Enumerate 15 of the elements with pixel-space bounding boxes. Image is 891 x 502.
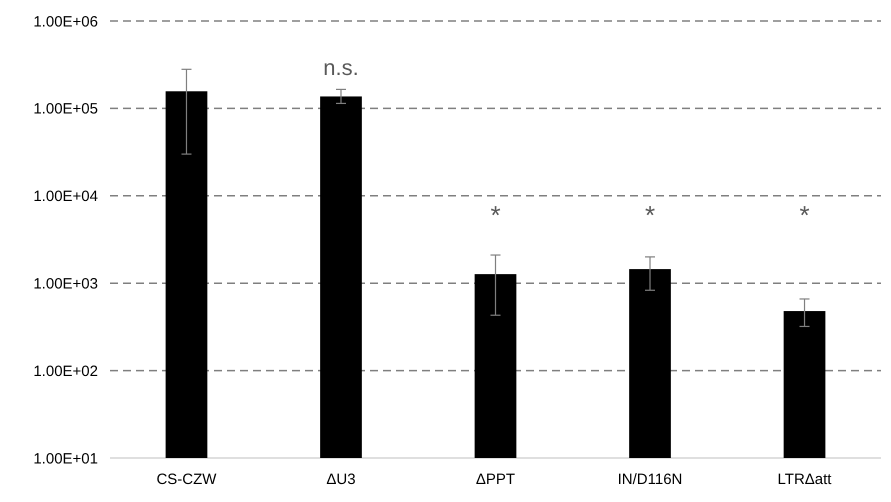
annotation: * <box>644 200 656 230</box>
annotation: n.s. <box>323 55 359 80</box>
y-tick-label: 1.00E+01 <box>33 450 98 468</box>
x-tick-label: ΔU3 <box>326 471 356 488</box>
annotation: * <box>490 200 501 230</box>
x-tick-label: CS-CZW <box>156 471 218 488</box>
y-tick-label: 1.00E+02 <box>33 362 98 380</box>
y-tick-label: 1.00E+06 <box>33 13 98 30</box>
x-tick-label: LTRΔatt <box>778 471 832 488</box>
x-tick-label: IN/D116N <box>618 471 682 488</box>
annotation: * <box>799 200 810 230</box>
y-tick-label: 1.00E+03 <box>33 275 98 292</box>
x-tick-label: ΔPPT <box>476 471 516 488</box>
y-tick-label: 1.00E+04 <box>33 188 98 206</box>
y-tick-label: 1.00E+05 <box>33 100 98 118</box>
